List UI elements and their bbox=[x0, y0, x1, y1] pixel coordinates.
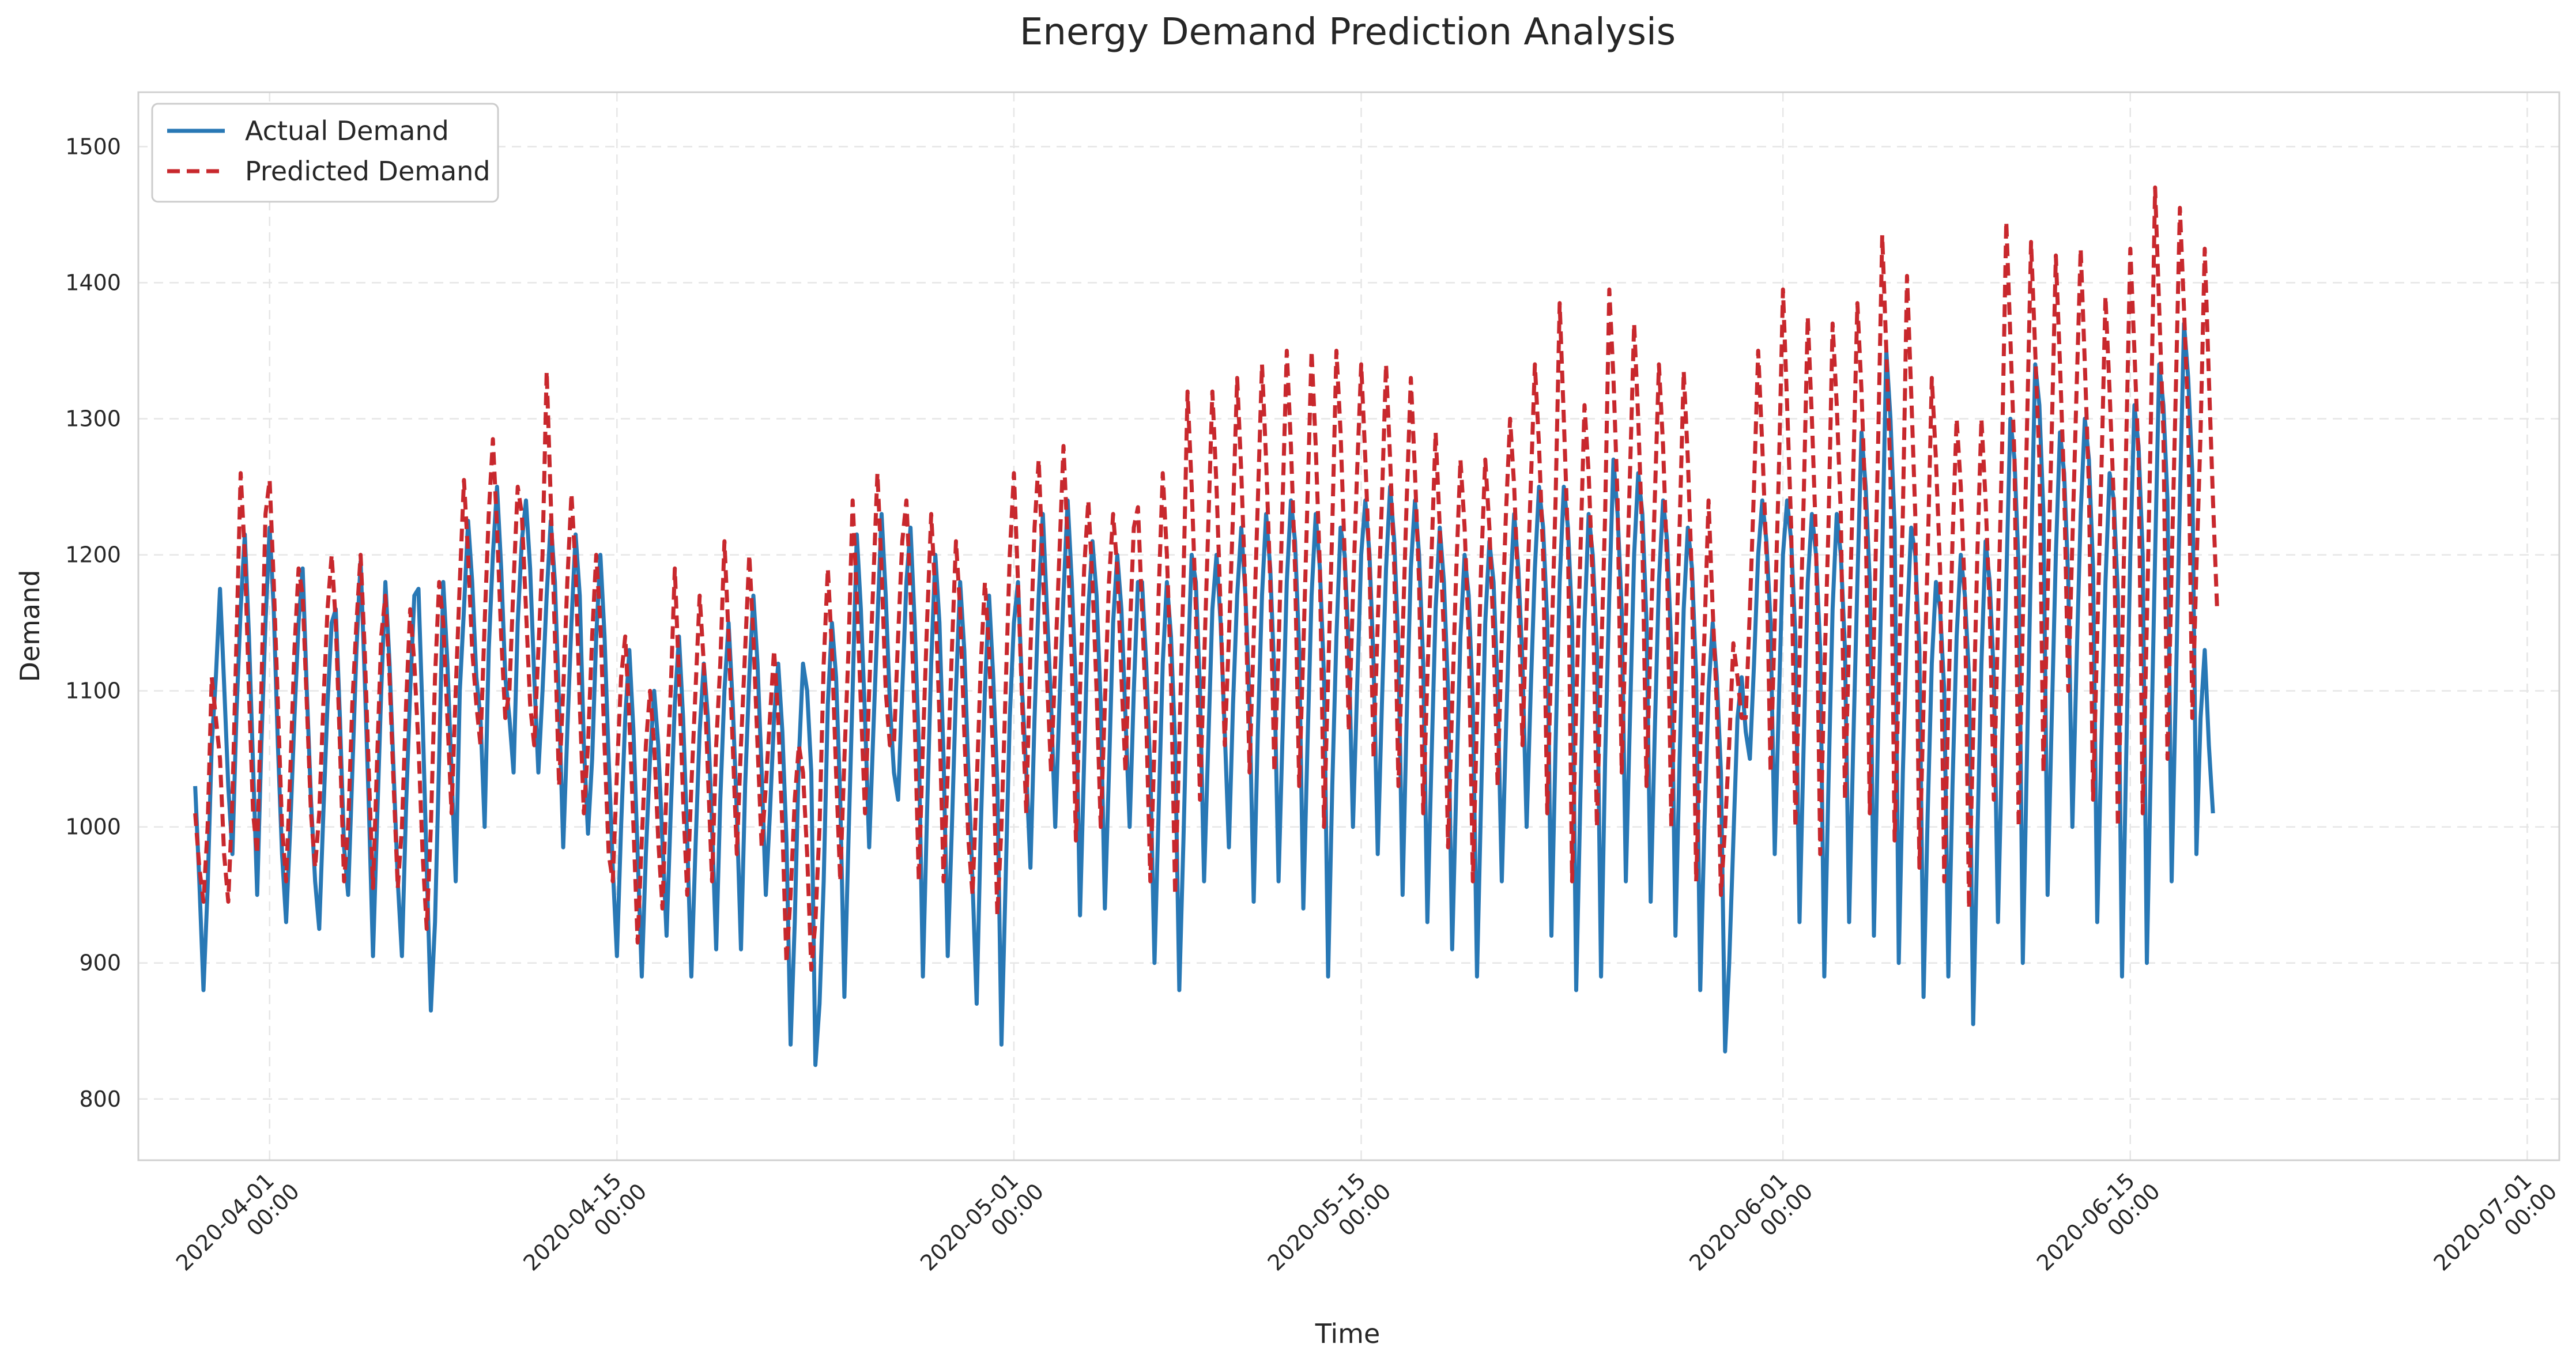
series-line-predicted-demand bbox=[193, 185, 2219, 972]
y-tick-label: 1300 bbox=[65, 406, 121, 432]
y-axis-label: Demand bbox=[14, 569, 46, 682]
y-tick-label: 1200 bbox=[65, 542, 121, 568]
y-tick-label: 1500 bbox=[65, 134, 121, 159]
legend: Actual Demand Predicted Demand bbox=[151, 103, 499, 203]
legend-label-predicted: Predicted Demand bbox=[245, 156, 491, 187]
y-tick-label: 1100 bbox=[65, 678, 121, 704]
legend-label-actual: Actual Demand bbox=[245, 115, 449, 146]
y-tick-label: 1400 bbox=[65, 270, 121, 295]
chart-title: Energy Demand Prediction Analysis bbox=[1020, 11, 1676, 54]
plot-frame bbox=[137, 91, 2560, 1161]
y-axis-ticks: 800 900 1000 1100 1200 1300 1400 1500 bbox=[65, 134, 121, 1111]
x-axis-label: Time bbox=[1315, 1318, 1381, 1349]
series-layer bbox=[193, 185, 2219, 1067]
y-tick-label: 900 bbox=[79, 950, 121, 976]
y-tick-label: 1000 bbox=[65, 814, 121, 840]
series-line-actual-demand bbox=[193, 321, 2215, 1067]
legend-box bbox=[151, 103, 499, 203]
y-tick-label: 800 bbox=[79, 1086, 121, 1112]
